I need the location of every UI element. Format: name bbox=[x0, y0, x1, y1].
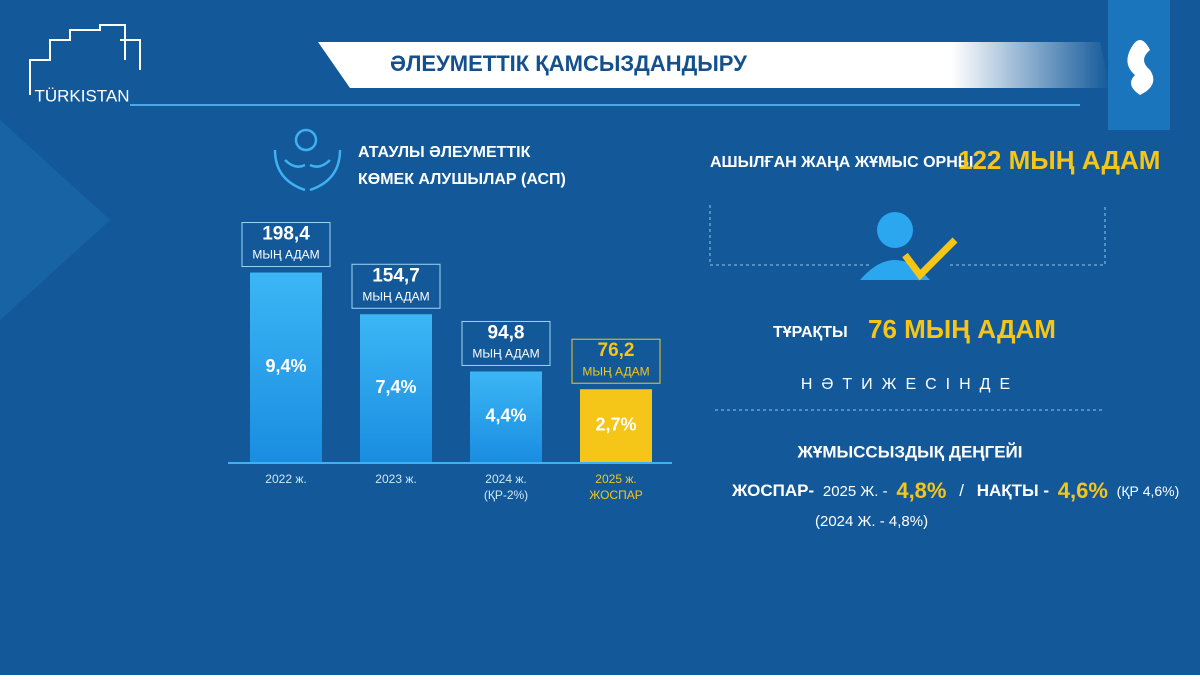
separator: / bbox=[959, 481, 964, 500]
result-heading: НӘТИЖЕСІНДЕ bbox=[801, 376, 1019, 393]
x-tick-label: 2023 ж. bbox=[375, 472, 416, 486]
value-label: 198,4 bbox=[262, 224, 310, 245]
percent-label: 4,4% bbox=[485, 405, 526, 425]
unit-label: МЫҢ АДАМ bbox=[252, 248, 319, 262]
x-tick-label: 2022 ж. bbox=[265, 472, 306, 486]
logo-graphic bbox=[29, 24, 141, 95]
logo-text: TÜRKISTAN bbox=[34, 86, 129, 105]
percent-label: 2,7% bbox=[595, 414, 636, 434]
value-frame bbox=[571, 338, 661, 384]
x-tick-note: ЖОСПАР bbox=[589, 488, 642, 502]
title-banner bbox=[318, 42, 1110, 88]
percent-label: 7,4% bbox=[375, 377, 416, 397]
value-label: 94,8 bbox=[488, 322, 525, 343]
title: ӘЛЕУМЕТТІК ҚАМСЫЗДАНДЫРУ bbox=[390, 51, 747, 76]
previous: (2024 Ж. - 4,8%) bbox=[815, 513, 928, 530]
bars: 198,4 МЫҢ АДАМ 9,4% 2022 ж. 154,7 МЫҢ АДАМ 7,4… bbox=[241, 222, 661, 502]
jobs-label: АШЫЛҒАН ЖАҢА ЖҰМЫС ОРНЫ bbox=[710, 154, 973, 171]
stable-label: ТҰРАҚТЫ bbox=[773, 324, 848, 341]
worker-icon bbox=[860, 212, 958, 281]
actual-note: (ҚР 4,6%) bbox=[1117, 483, 1180, 499]
actual-value: 4,6% bbox=[1058, 478, 1108, 503]
percent-label: 9,4% bbox=[265, 356, 306, 376]
plan-year: 2025 Ж. - bbox=[823, 483, 888, 500]
bar bbox=[360, 314, 432, 462]
emblem bbox=[1127, 40, 1154, 95]
jobs-value: 122 МЫҢ АДАМ bbox=[958, 145, 1160, 175]
plan-label: ЖОСПАР- bbox=[731, 481, 814, 500]
value-frame bbox=[351, 263, 441, 309]
unit-label: МЫҢ АДАМ bbox=[472, 347, 539, 361]
actual-label: НАҚТЫ - bbox=[977, 481, 1049, 500]
value-label: 154,7 bbox=[372, 265, 420, 286]
bar bbox=[580, 389, 652, 462]
unit-label: МЫҢ АДАМ bbox=[582, 364, 649, 378]
chart-title: КӨМЕК АЛУШЫЛАР (АСП) bbox=[358, 171, 566, 188]
value-frame bbox=[461, 320, 551, 366]
decor bbox=[0, 120, 110, 320]
x-tick-note: (ҚР-2%) bbox=[484, 488, 528, 502]
stable-value: 76 МЫҢ АДАМ bbox=[868, 314, 1056, 344]
result-line: ЖОСПАР- 2025 Ж. - 4,8% / НАҚТЫ - 4,6% (Қ… bbox=[731, 478, 1179, 503]
hands-icon bbox=[273, 128, 342, 192]
x-tick-label: 2025 ж. bbox=[595, 472, 636, 486]
value-frame bbox=[241, 222, 331, 268]
unit-label: МЫҢ АДАМ bbox=[362, 289, 429, 303]
result-subheading: ЖҰМЫССЫЗДЫҚ ДЕҢГЕЙІ bbox=[797, 442, 1023, 461]
x-tick-label: 2024 ж. bbox=[485, 472, 526, 486]
chart-title: АТАУЛЫ ӘЛЕУМЕТТІК bbox=[358, 144, 531, 161]
bar bbox=[470, 371, 542, 462]
bracket bbox=[709, 205, 1106, 266]
bar bbox=[250, 272, 322, 462]
plan-value: 4,8% bbox=[896, 478, 946, 503]
value-label: 76,2 bbox=[598, 340, 635, 361]
